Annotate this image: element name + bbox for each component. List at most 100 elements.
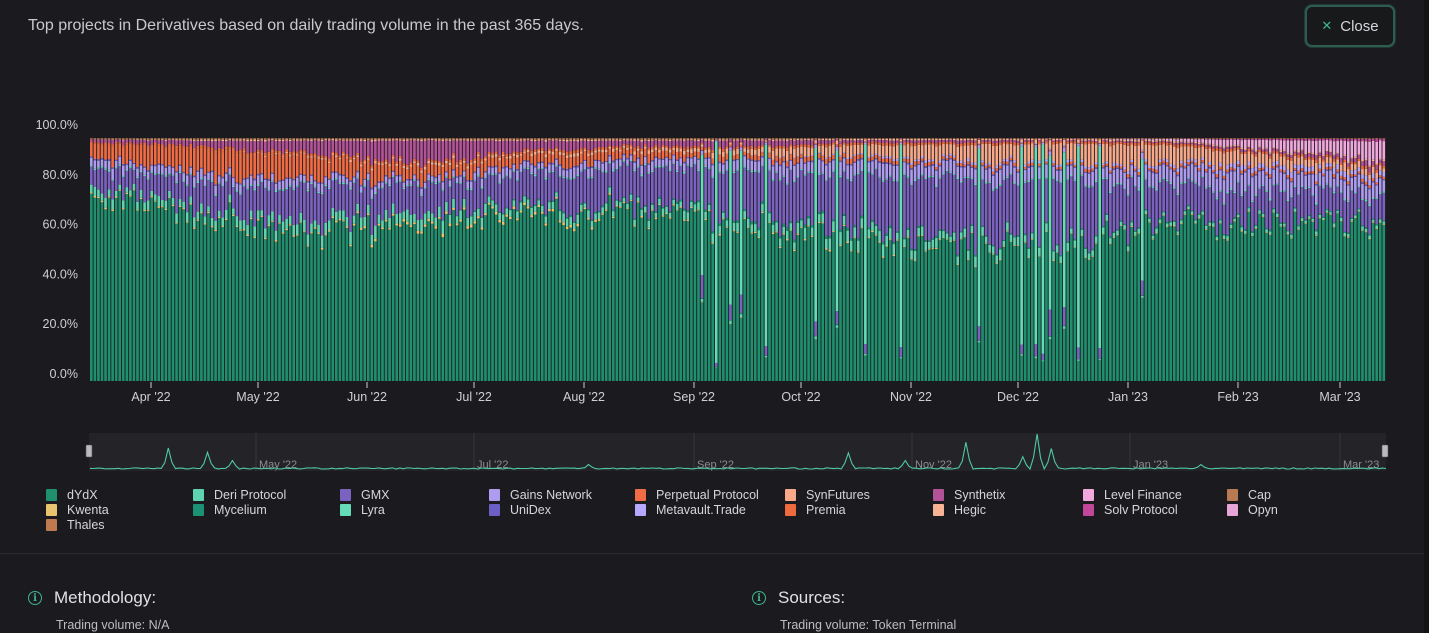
bar-segment-cap xyxy=(1030,138,1034,139)
bar-segment-lyra xyxy=(363,185,367,187)
bar-segment-dydx xyxy=(967,260,970,381)
bar-segment-deri-protocol xyxy=(643,206,647,212)
bar-segment-unidex xyxy=(707,157,711,159)
bar-segment-kwenta xyxy=(867,237,871,239)
bar-segment-gains-network xyxy=(1307,174,1311,187)
bar-segment-synfutures xyxy=(448,162,452,166)
bar-segment-kwenta xyxy=(1059,262,1062,263)
bar-segment-perpetual-protocol xyxy=(331,154,335,172)
bar-segment-perpetual-protocol xyxy=(998,165,1002,169)
bar-segment-cap xyxy=(1165,138,1169,139)
bar-segment-synthetix xyxy=(1130,141,1133,143)
bar-segment-hegic xyxy=(1130,139,1133,142)
bar-segment-lyra xyxy=(565,177,569,179)
bar-segment-gmx xyxy=(867,172,871,228)
bar-segment-hegic xyxy=(1222,147,1226,149)
bar-segment-kwenta xyxy=(1304,222,1307,224)
bar-segment-gains-network xyxy=(590,168,594,177)
bar-segment-perpetual-protocol xyxy=(1137,172,1141,176)
bar-segment-premia xyxy=(292,151,296,154)
bar-segment-kwenta xyxy=(1208,225,1212,226)
bar-segment-kwenta xyxy=(235,226,239,228)
bar-segment-unidex xyxy=(1204,171,1208,173)
bar-segment-synfutures xyxy=(1187,146,1190,160)
bar-segment-gains-network xyxy=(416,180,420,186)
bar-segment-gains-network xyxy=(576,167,580,175)
bar-segment-cap xyxy=(256,138,260,140)
bar-segment-hegic xyxy=(1158,139,1162,142)
bar-segment-synthetix xyxy=(608,140,612,146)
bar-segment-metavault-trade xyxy=(903,156,906,159)
bar-segment-cap xyxy=(384,138,388,140)
bar-segment-gmx xyxy=(153,174,157,195)
bar-segment-deri-protocol xyxy=(963,228,967,237)
bar-segment-kwenta xyxy=(917,235,920,237)
bar-segment-unidex xyxy=(210,170,214,173)
bar-segment-gmx xyxy=(682,173,686,209)
bar-segment-perpetual-protocol xyxy=(203,147,207,175)
bar-segment-lyra xyxy=(796,176,800,178)
bar-segment-synthetix xyxy=(256,141,260,150)
bar-segment-lyra xyxy=(753,170,757,172)
bar-segment-deri-protocol xyxy=(714,366,718,368)
bar-segment-gains-network xyxy=(1119,169,1123,184)
bar-segment-gains-network xyxy=(1094,168,1098,182)
bar-segment-metavault-trade xyxy=(995,165,999,169)
bar-segment-deri-protocol xyxy=(338,210,342,220)
bar-segment-synfutures xyxy=(288,155,292,157)
bar-segment-lyra xyxy=(192,186,196,188)
bar-segment-hegic xyxy=(856,138,860,140)
bar-segment-gmx xyxy=(203,186,207,217)
bar-segment-synthetix xyxy=(1283,150,1286,154)
bar-segment-perpetual-protocol xyxy=(544,157,548,167)
close-button[interactable]: ✕ Close xyxy=(1305,5,1395,47)
bar-segment-gains-network xyxy=(406,180,409,186)
bar-segment-lyra xyxy=(1229,188,1233,190)
bar-segment-gains-network xyxy=(860,159,864,170)
bar-segment-synfutures xyxy=(643,146,647,149)
bar-segment-cap xyxy=(1208,138,1212,139)
bar-segment-premia xyxy=(597,146,601,150)
bar-segment-kwenta xyxy=(540,211,544,214)
bar-segment-premia xyxy=(1183,143,1187,147)
bar-segment-perpetual-protocol xyxy=(970,164,974,167)
bar-segment-deri-protocol xyxy=(803,227,807,239)
bar-segment-premia xyxy=(775,146,778,149)
bar-segment-cap xyxy=(924,138,928,139)
bar-segment-unidex xyxy=(281,179,285,181)
bar-segment-lyra xyxy=(157,173,161,175)
bar-segment-perpetual-protocol xyxy=(288,156,292,178)
bar-segment-synthetix xyxy=(164,140,168,147)
bar-segment-synthetix xyxy=(484,140,487,157)
bar-segment-synfutures xyxy=(807,147,810,157)
bar-segment-dydx xyxy=(1101,234,1105,381)
bar-segment-hegic xyxy=(1197,142,1201,145)
bar-segment-mycelium xyxy=(771,221,775,225)
bar-segment-metavault-trade xyxy=(1016,167,1020,170)
bar-segment-premia xyxy=(1229,149,1233,152)
bar-segment-mycelium xyxy=(956,254,960,257)
bar-segment-lyra xyxy=(221,185,225,187)
bar-segment-lyra xyxy=(690,166,693,168)
bar-segment-unidex xyxy=(150,164,154,166)
bar-segment-kwenta xyxy=(1101,233,1105,235)
bar-segment-lyra xyxy=(700,154,704,276)
bar-segment-premia xyxy=(643,144,647,147)
bar-segment-metavault-trade xyxy=(984,163,988,166)
bar-segment-cap xyxy=(1087,138,1091,139)
bar-segment-synthetix xyxy=(168,140,171,144)
bar-segment-cap xyxy=(1133,138,1137,140)
bar-segment-lyra xyxy=(750,170,754,173)
bar-segment-gains-network xyxy=(551,164,555,171)
bar-segment-unidex xyxy=(445,171,448,173)
bar-segment-gains-network xyxy=(349,181,352,188)
bar-segment-synfutures xyxy=(995,145,999,166)
bar-segment-lyra xyxy=(1059,181,1062,183)
bar-segment-hegic xyxy=(938,138,942,141)
bar-segment-mycelium xyxy=(913,249,917,251)
bar-segment-deri-protocol xyxy=(675,203,679,210)
bar-segment-synfutures xyxy=(420,170,423,173)
bar-segment-premia xyxy=(991,143,995,146)
bar-segment-unidex xyxy=(278,180,281,182)
bar-segment-mycelium xyxy=(661,207,665,209)
